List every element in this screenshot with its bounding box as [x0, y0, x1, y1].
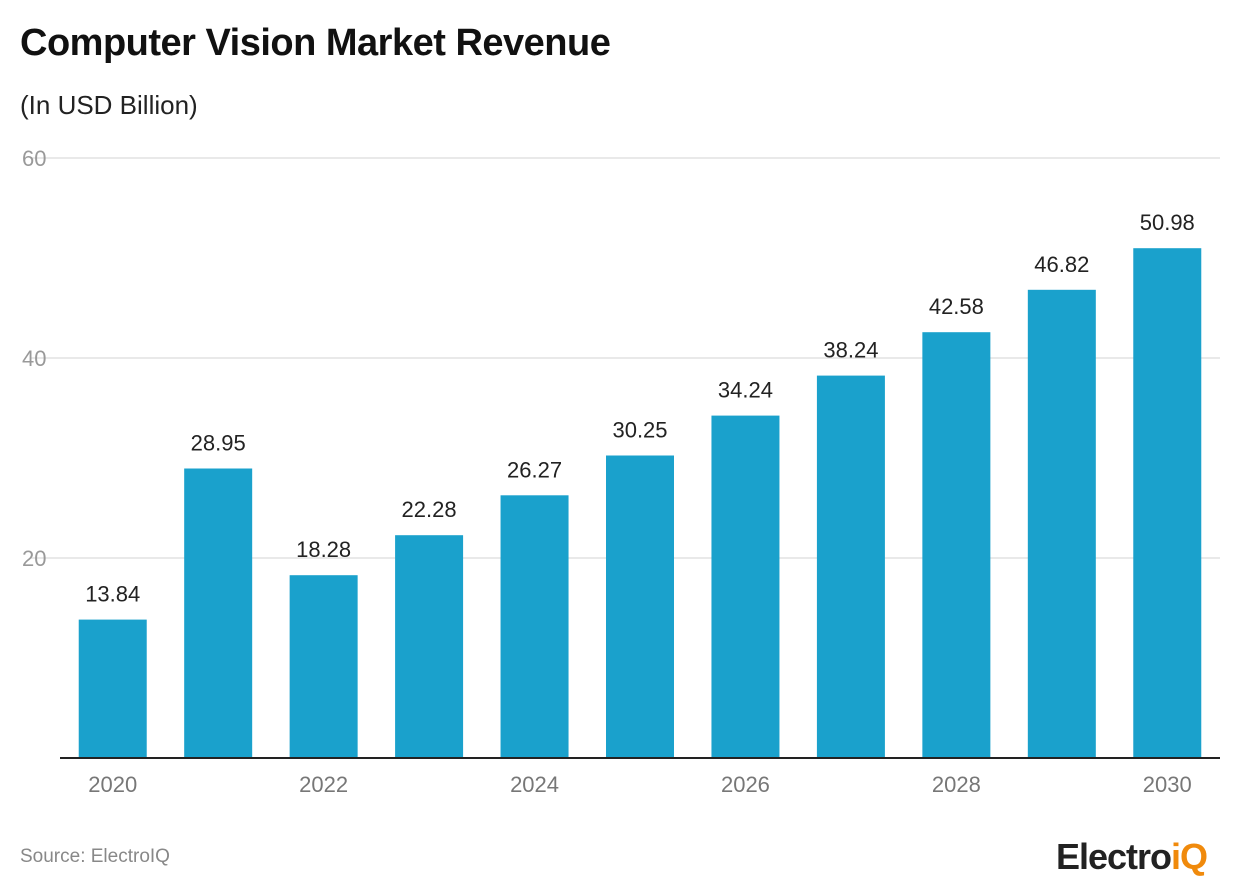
logo-text: Electro: [1056, 836, 1172, 877]
data-label: 28.95: [191, 431, 246, 456]
data-label: 38.24: [823, 338, 878, 363]
data-label: 22.28: [402, 497, 457, 522]
bar: [395, 535, 464, 758]
bar: [289, 575, 358, 758]
data-label: 50.98: [1140, 210, 1195, 235]
data-label: 34.24: [718, 378, 773, 403]
y-tick-label: 20: [22, 546, 46, 571]
data-label: 42.58: [929, 294, 984, 319]
y-tick-label: 60: [22, 146, 46, 171]
chart-subtitle: (In USD Billion): [20, 90, 198, 120]
bar: [711, 415, 780, 758]
data-label: 46.82: [1034, 252, 1089, 277]
x-tick-label: 2030: [1143, 772, 1192, 797]
x-tick-label: 2022: [299, 772, 348, 797]
data-label: 30.25: [612, 418, 667, 443]
data-label: 18.28: [296, 537, 351, 562]
data-label: 13.84: [85, 582, 140, 607]
bar: [606, 455, 674, 758]
bar: [1027, 289, 1096, 758]
bar: [78, 619, 147, 758]
bar: [816, 375, 885, 758]
x-tick-label: 2020: [88, 772, 137, 797]
x-tick-label: 2028: [932, 772, 981, 797]
x-tick-label: 2026: [721, 772, 770, 797]
electroiq-logo: ElectroiQ: [1056, 836, 1208, 878]
bar: [184, 468, 253, 758]
x-tick-label: 2024: [510, 772, 559, 797]
data-label: 26.27: [507, 457, 562, 482]
y-tick-label: 40: [22, 346, 46, 371]
logo-accent: iQ: [1171, 836, 1208, 877]
bar: [500, 495, 569, 758]
chart-title: Computer Vision Market Revenue: [20, 22, 611, 64]
source-note: Source: ElectroIQ: [20, 846, 170, 867]
bar: [1133, 248, 1202, 758]
bar: [922, 332, 991, 758]
